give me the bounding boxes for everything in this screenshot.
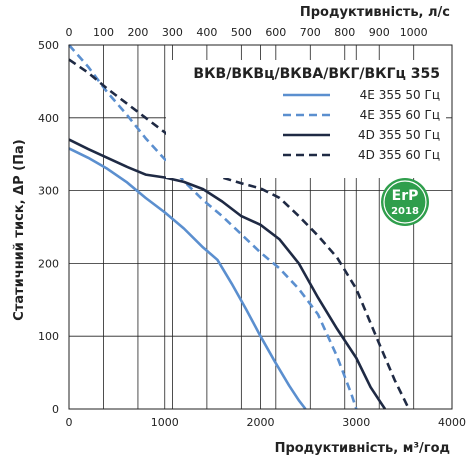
- x2-tick-label: 900: [369, 26, 390, 39]
- chart-title: ВКВ/ВКВц/ВКВА/ВКГ/ВКГц 355: [193, 66, 440, 82]
- x2-tick-label: 400: [196, 26, 217, 39]
- badge-circle: [381, 178, 429, 226]
- legend-panel: ВКВ/ВКВц/ВКВА/ВКГ/ВКГц 355 4E 355 50 Гц4…: [166, 60, 446, 178]
- x-tick-label: 2000: [247, 416, 275, 429]
- y-tick-label: 200: [38, 257, 59, 270]
- legend-background: [166, 60, 446, 178]
- badge-line1: ErP: [392, 188, 419, 204]
- y-tick-label: 0: [52, 403, 59, 416]
- x2-tick-label: 600: [265, 26, 286, 39]
- legend-label-4: 4D 355 60 Гц: [358, 148, 440, 162]
- series-line-1: [68, 147, 307, 410]
- legend-label-1: 4E 355 50 Гц: [360, 88, 440, 102]
- y-tick-label: 100: [38, 330, 59, 343]
- legend-label-2: 4E 355 60 Гц: [360, 108, 440, 122]
- badge-ring: [383, 180, 427, 224]
- x2-tick-label: 300: [162, 26, 183, 39]
- y-tick-label: 400: [38, 112, 59, 125]
- x2-axis-title: Продуктивність, л/с: [300, 5, 450, 20]
- y-tick-label: 300: [38, 185, 59, 198]
- badge-line2: 2018: [391, 206, 419, 217]
- series-line-2: [68, 44, 358, 410]
- x2-tick-label: 0: [66, 26, 73, 39]
- series-line-4: [68, 58, 411, 410]
- erp-2018-badge: ErP 2018: [381, 178, 429, 226]
- legend-entries: 4E 355 50 Гц 4E 355 60 Гц 4D 355 50 Гц 4D 3…: [283, 88, 440, 162]
- y-tick-label: 500: [38, 39, 59, 52]
- x-axis-title: Продуктивність, м³/год: [275, 441, 450, 456]
- legend-label-3: 4D 355 50 Гц: [358, 128, 440, 142]
- y-axis-title: Статичний тиск, ΔP (Па): [12, 139, 27, 320]
- x2-tick-label: 700: [300, 26, 321, 39]
- x2-tick-label: 1000: [400, 26, 428, 39]
- x-tick-label: 4000: [438, 416, 466, 429]
- plot-series: [68, 44, 411, 410]
- x2-tick-label: 800: [334, 26, 355, 39]
- x2-tick-label: 200: [127, 26, 148, 39]
- x-tick-label: 3000: [342, 416, 370, 429]
- plot-frame: [68, 44, 453, 410]
- x2-tick-label: 100: [93, 26, 114, 39]
- x-tick-label: 0: [66, 416, 73, 429]
- x2-tick-label: 500: [231, 26, 252, 39]
- x-tick-label: 1000: [151, 416, 179, 429]
- series-line-3: [68, 138, 387, 410]
- tick-labels: 0 100 200 300 400 500 0 1000 2000 3000 4000 0 100 200…: [38, 26, 466, 429]
